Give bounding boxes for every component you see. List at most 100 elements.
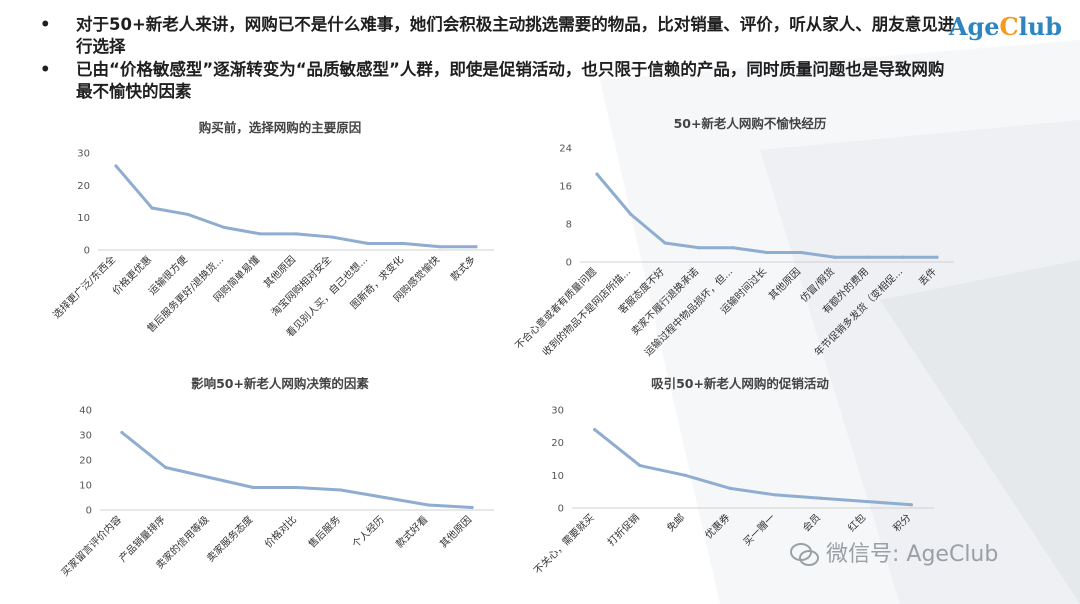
data-point bbox=[683, 473, 687, 477]
line-chart-3: 影响50+新老人网购决策的因素 0 10 20 30 40 买家留言评价内容 产品销量排序 卖家… bbox=[58, 374, 500, 584]
data-point bbox=[295, 485, 299, 490]
x-category-label: 其他原因 bbox=[261, 253, 298, 290]
data-point bbox=[222, 225, 226, 229]
data-point bbox=[366, 241, 370, 246]
bullet-marker: • bbox=[40, 60, 51, 79]
y-tick-label: 16 bbox=[559, 182, 572, 193]
x-category-label: 不关心，需要就买 bbox=[531, 511, 597, 577]
y-tick-label: 0 bbox=[558, 504, 564, 515]
data-point bbox=[909, 503, 913, 507]
x-category-label: 丢件 bbox=[916, 266, 939, 289]
series-line bbox=[593, 428, 912, 507]
bullet-item: • 已由“价格敏感型”逐渐转变为“品质敏感型”人群，即使是促销活动，也只限于信赖… bbox=[40, 59, 960, 103]
x-category-label: 买家留言评价内容 bbox=[58, 513, 124, 579]
x-category-label: 优惠券 bbox=[702, 511, 732, 541]
bullet-item: • 对于50+新老人来讲，网购已不是什么难事，她们会积极主动挑选需要的物品，比对… bbox=[40, 14, 960, 58]
line-chart-2: 50+新老人网购不愉快经历 0 8 16 24 不合心意或者有质量问题 收到的物品不是网店所… bbox=[512, 116, 960, 359]
ageclub-logo: AgeClub bbox=[948, 12, 1062, 41]
y-tick-label: 40 bbox=[79, 406, 92, 417]
x-category-label: 选择更广泛/东西全 bbox=[50, 253, 118, 321]
data-point bbox=[251, 485, 255, 490]
data-point bbox=[593, 428, 597, 432]
x-category-label: 卖家服务态度 bbox=[204, 513, 256, 565]
bullet-text: 对于50+新老人来讲，网购已不是什么难事，她们会积极主动挑选需要的物品，比对销量… bbox=[76, 15, 955, 56]
bullet-marker: • bbox=[40, 15, 51, 34]
data-point bbox=[164, 465, 168, 470]
y-tick-label: 20 bbox=[77, 181, 90, 192]
bullet-list: • 对于50+新老人来讲，网购已不是什么难事，她们会积极主动挑选需要的物品，比对… bbox=[40, 14, 960, 104]
line-chart-1: 购买前，选择网购的主要原因 0 10 20 30 选择更广泛/东西全 价格更优惠 运输很方便售… bbox=[50, 118, 500, 340]
data-point bbox=[120, 430, 124, 435]
chart-title: 购买前，选择网购的主要原因 bbox=[199, 120, 362, 135]
data-point bbox=[595, 172, 599, 176]
chart-title: 影响50+新老人网购决策的因素 bbox=[191, 376, 369, 391]
data-point bbox=[638, 463, 642, 468]
y-tick-label: 0 bbox=[84, 246, 90, 257]
y-tick-label: 30 bbox=[551, 406, 564, 417]
data-point bbox=[258, 232, 262, 236]
series-line bbox=[120, 431, 473, 509]
x-category-label: 买一赠一 bbox=[740, 511, 777, 548]
data-point bbox=[150, 206, 154, 210]
x-category-label: 积分 bbox=[891, 512, 914, 535]
data-point bbox=[382, 495, 387, 500]
y-tick-label: 30 bbox=[77, 149, 90, 160]
x-category-label: 红包 bbox=[845, 511, 868, 534]
y-tick-label: 20 bbox=[79, 456, 92, 467]
x-category-label: 价格对比 bbox=[262, 513, 299, 550]
data-point bbox=[731, 246, 735, 250]
y-tick-label: 10 bbox=[77, 213, 90, 224]
x-category-label: 淘宝网购相对安全 bbox=[268, 253, 334, 319]
y-tick-label: 24 bbox=[559, 144, 572, 155]
data-point bbox=[629, 212, 633, 217]
data-point bbox=[114, 164, 118, 168]
x-category-label: 免邮 bbox=[664, 511, 687, 534]
x-category-label: 打折促销 bbox=[605, 511, 642, 548]
data-point bbox=[330, 235, 334, 239]
x-category-label: 其他原因 bbox=[766, 265, 803, 302]
y-tick-label: 20 bbox=[551, 438, 564, 449]
x-category-label: 款式好看 bbox=[393, 513, 430, 550]
y-tick-label: 30 bbox=[79, 431, 92, 442]
data-point bbox=[402, 241, 406, 246]
wechat-icon bbox=[790, 543, 819, 566]
y-tick-label: 0 bbox=[566, 258, 572, 269]
bullet-text: 已由“价格敏感型”逐渐转变为“品质敏感型”人群，即使是促销活动，也只限于信赖的产… bbox=[76, 60, 945, 101]
y-tick-label: 0 bbox=[86, 506, 92, 517]
x-category-label: 其他原因 bbox=[437, 513, 474, 550]
x-category-label: 个人经历 bbox=[349, 513, 386, 550]
data-point bbox=[728, 486, 732, 490]
x-category-label: 会员 bbox=[800, 511, 823, 534]
wechat-watermark: 微信号: AgeClub bbox=[790, 536, 998, 568]
data-point bbox=[935, 255, 939, 259]
y-tick-label: 8 bbox=[566, 220, 572, 231]
data-point bbox=[864, 499, 868, 504]
line-chart-4: 吸引50+新老人网购的促销活动 0 10 20 30 不关心，需要就买 打折促销 免邮 优惠券买… bbox=[531, 374, 940, 578]
data-point bbox=[774, 493, 778, 497]
series-line bbox=[595, 173, 937, 259]
data-point bbox=[663, 241, 667, 245]
data-point bbox=[867, 255, 871, 259]
chart-title: 50+新老人网购不愉快经历 bbox=[674, 116, 827, 131]
data-point bbox=[901, 255, 905, 259]
chart-title: 吸引50+新老人网购的促销活动 bbox=[651, 376, 829, 391]
data-point bbox=[765, 250, 769, 255]
data-point bbox=[294, 232, 298, 236]
data-point bbox=[833, 255, 837, 259]
data-point bbox=[207, 475, 212, 480]
data-point bbox=[697, 246, 701, 250]
data-point bbox=[186, 212, 190, 217]
data-point bbox=[474, 245, 478, 249]
y-tick-label: 10 bbox=[79, 481, 92, 492]
data-point bbox=[819, 496, 823, 500]
x-category-label: 款式多 bbox=[448, 253, 478, 283]
data-point bbox=[438, 245, 442, 249]
data-point bbox=[470, 505, 474, 510]
y-tick-label: 10 bbox=[551, 471, 564, 482]
data-point bbox=[339, 488, 343, 492]
data-point bbox=[799, 250, 803, 255]
data-point bbox=[426, 503, 430, 507]
watermark-text: 微信号: AgeClub bbox=[826, 542, 999, 567]
x-category-label: 售后服务 bbox=[305, 513, 342, 550]
